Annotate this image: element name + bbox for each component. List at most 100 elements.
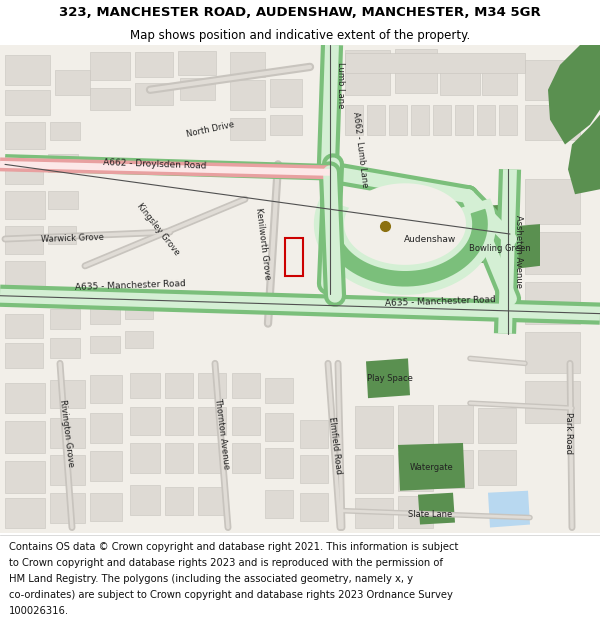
FancyBboxPatch shape [265,448,293,478]
FancyBboxPatch shape [125,301,153,319]
FancyBboxPatch shape [130,407,160,435]
FancyBboxPatch shape [5,156,43,184]
FancyBboxPatch shape [398,496,433,528]
FancyBboxPatch shape [90,304,120,324]
FancyBboxPatch shape [48,226,76,244]
FancyBboxPatch shape [5,421,45,453]
Polygon shape [418,492,455,524]
FancyBboxPatch shape [198,443,226,472]
FancyBboxPatch shape [438,405,473,443]
FancyBboxPatch shape [345,60,390,95]
Text: Kingsley Grove: Kingsley Grove [135,201,181,257]
FancyBboxPatch shape [130,485,160,514]
FancyBboxPatch shape [50,380,85,408]
FancyBboxPatch shape [180,78,215,100]
FancyBboxPatch shape [90,336,120,353]
FancyBboxPatch shape [90,413,122,443]
FancyBboxPatch shape [355,498,393,528]
Text: 100026316.: 100026316. [9,606,69,616]
FancyBboxPatch shape [438,450,473,488]
FancyBboxPatch shape [230,52,265,77]
FancyBboxPatch shape [55,70,90,95]
FancyBboxPatch shape [50,339,80,358]
Text: A662 - Droylsden Road: A662 - Droylsden Road [103,158,207,171]
FancyBboxPatch shape [525,331,580,373]
FancyBboxPatch shape [455,105,473,134]
FancyBboxPatch shape [48,191,78,209]
Bar [285,238,303,276]
FancyBboxPatch shape [165,407,193,435]
FancyBboxPatch shape [135,52,173,77]
Polygon shape [568,114,600,194]
FancyBboxPatch shape [232,407,260,435]
Polygon shape [344,183,466,265]
Text: A662 - Lumb Lane: A662 - Lumb Lane [351,111,369,188]
Polygon shape [318,204,492,291]
FancyBboxPatch shape [165,373,193,398]
FancyBboxPatch shape [48,154,78,173]
FancyBboxPatch shape [355,455,393,493]
FancyBboxPatch shape [389,105,407,134]
FancyBboxPatch shape [165,487,193,514]
FancyBboxPatch shape [5,498,45,528]
FancyBboxPatch shape [477,105,495,134]
FancyBboxPatch shape [345,105,363,134]
Text: 323, MANCHESTER ROAD, AUDENSHAW, MANCHESTER, M34 5GR: 323, MANCHESTER ROAD, AUDENSHAW, MANCHES… [59,6,541,19]
FancyBboxPatch shape [367,105,385,134]
FancyBboxPatch shape [478,450,516,485]
Polygon shape [366,358,410,398]
FancyBboxPatch shape [265,413,293,441]
FancyBboxPatch shape [265,490,293,518]
FancyBboxPatch shape [50,418,85,448]
Text: Lumb Lane: Lumb Lane [335,62,344,108]
FancyBboxPatch shape [90,88,130,109]
FancyBboxPatch shape [482,63,517,95]
FancyBboxPatch shape [5,383,45,413]
FancyBboxPatch shape [345,50,390,70]
Text: Warwick Grove: Warwick Grove [40,232,104,244]
FancyBboxPatch shape [395,61,437,92]
Text: Play Space: Play Space [367,374,413,382]
Text: Bowling Green: Bowling Green [469,244,531,254]
FancyBboxPatch shape [232,443,260,472]
FancyBboxPatch shape [198,487,226,514]
Polygon shape [548,45,600,144]
FancyBboxPatch shape [5,461,45,492]
Text: Watergate: Watergate [410,463,454,472]
FancyBboxPatch shape [398,453,433,491]
Text: Park Road: Park Road [563,412,572,454]
FancyBboxPatch shape [178,51,216,75]
FancyBboxPatch shape [5,90,50,114]
FancyBboxPatch shape [525,232,580,274]
Polygon shape [515,224,540,269]
FancyBboxPatch shape [130,443,160,472]
FancyBboxPatch shape [135,82,173,105]
FancyBboxPatch shape [525,381,580,423]
FancyBboxPatch shape [395,49,437,67]
FancyBboxPatch shape [165,443,193,472]
FancyBboxPatch shape [198,407,226,435]
FancyBboxPatch shape [398,405,433,445]
Text: Elmfield Road: Elmfield Road [327,416,343,474]
FancyBboxPatch shape [5,344,43,368]
FancyBboxPatch shape [50,455,85,485]
FancyBboxPatch shape [90,451,122,481]
FancyBboxPatch shape [265,378,293,403]
FancyBboxPatch shape [125,331,153,349]
Text: Thornton Avenue: Thornton Avenue [213,397,231,469]
FancyBboxPatch shape [478,408,516,443]
FancyBboxPatch shape [525,60,580,100]
FancyBboxPatch shape [130,373,160,398]
FancyBboxPatch shape [300,420,328,448]
Text: co-ordinates) are subject to Crown copyright and database rights 2023 Ordnance S: co-ordinates) are subject to Crown copyr… [9,590,453,600]
FancyBboxPatch shape [198,373,226,398]
FancyBboxPatch shape [525,105,580,139]
FancyBboxPatch shape [90,52,130,80]
FancyBboxPatch shape [525,282,580,324]
Text: Map shows position and indicative extent of the property.: Map shows position and indicative extent… [130,29,470,42]
Text: Kenilworth Grove: Kenilworth Grove [254,208,272,281]
FancyBboxPatch shape [270,79,302,107]
FancyBboxPatch shape [50,122,80,139]
Text: A635 - Manchester Road: A635 - Manchester Road [74,279,185,292]
Text: Slate Lane: Slate Lane [408,510,452,519]
